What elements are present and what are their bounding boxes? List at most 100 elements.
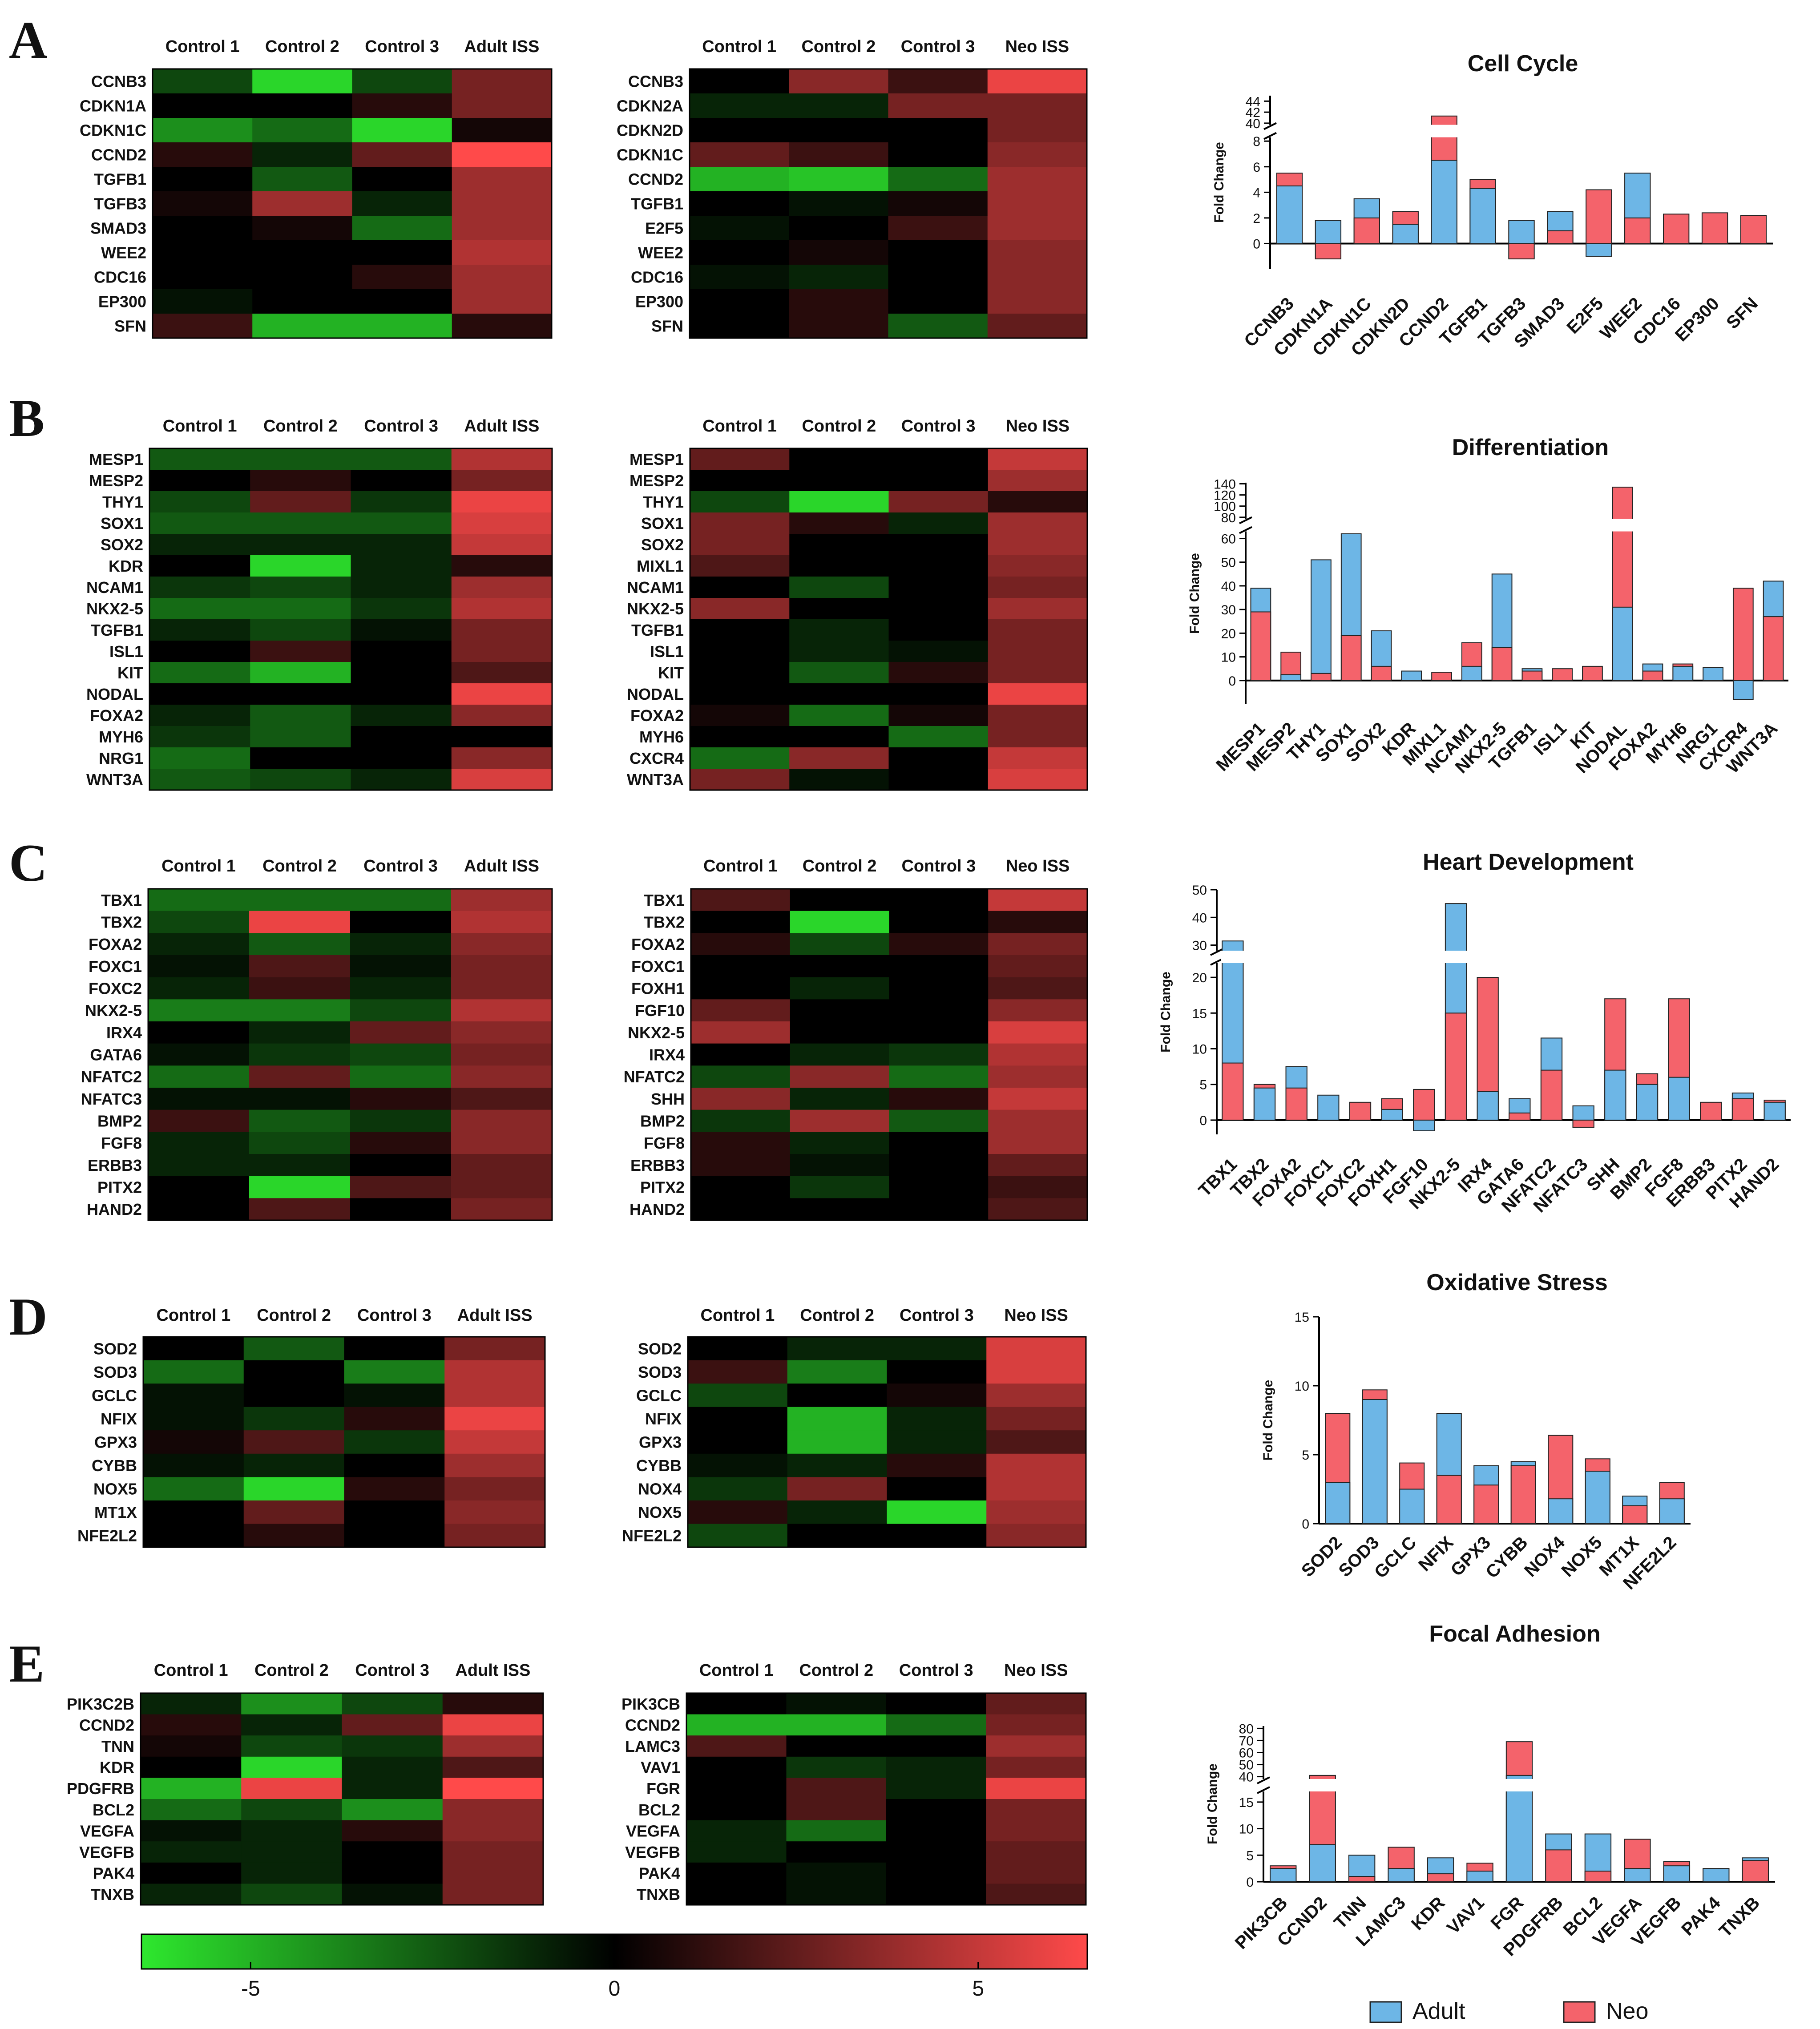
heatmap-cell [790, 955, 890, 978]
heatmap-cell [690, 191, 789, 216]
heatmap-cell [241, 1841, 343, 1863]
y-tick-label: 15 [1192, 1006, 1207, 1021]
heatmap-cell [691, 977, 791, 1000]
x-tick-label: ISL1 [1530, 718, 1570, 759]
heatmap-cell [786, 1778, 887, 1799]
colorbar-tick-label: -5 [241, 1977, 260, 2001]
x-tick-label: VAV1 [1443, 1893, 1488, 1938]
heatmap-cell [691, 1176, 791, 1198]
heatmap-C-neo: Control 1 Control 2 Control 3 Neo ISS TBX1 TB… [624, 857, 1088, 1221]
heatmap-column-label: Control 1 [161, 857, 236, 875]
heatmap-cell [148, 999, 250, 1022]
heatmap-cell [451, 999, 553, 1022]
heatmap-cell [888, 289, 988, 314]
heatmap-cell [143, 1384, 244, 1408]
bar-adult-fgf8 [1668, 1077, 1690, 1121]
heatmap-cell [451, 1065, 553, 1088]
heatmap-cell [153, 118, 253, 143]
axis-break-mark [1263, 132, 1277, 140]
heatmap-cell [344, 1453, 445, 1477]
heatmap-cell [688, 1524, 788, 1548]
heatmap-cell [442, 1714, 544, 1736]
heatmap-row-label: CXCR4 [630, 749, 684, 767]
heatmap-cell [886, 1862, 987, 1884]
heatmap-row-label: SOD3 [93, 1363, 137, 1381]
heatmap-row-label: CDKN1A [80, 97, 146, 115]
y-tick-label: 40 [1192, 911, 1207, 925]
heatmap-cell [888, 683, 989, 705]
heatmap-cell [442, 1841, 544, 1863]
heatmap-row-label: IRX4 [106, 1024, 142, 1042]
y-tick-label: 50 [1221, 556, 1236, 570]
heatmap-cell [691, 1043, 791, 1066]
panel-letter-D: D [9, 1287, 48, 1346]
bar-neo-gata6 [1509, 1112, 1531, 1121]
heatmap-column-label: Adult ISS [464, 37, 539, 56]
heatmap-cell [451, 1132, 553, 1154]
heatmap-row-label: SOD2 [638, 1339, 682, 1358]
y-tick-label: 8 [1253, 134, 1260, 149]
bar-neo-sox2 [1371, 666, 1392, 681]
axis-break-mark [1239, 516, 1252, 524]
heatmap-cell [149, 705, 250, 726]
heatmap-row-label: WNT3A [627, 770, 684, 789]
heatmap-column-label: Control 1 [165, 37, 240, 56]
heatmap-column-label: Control 3 [355, 1661, 429, 1680]
heatmap-cell [690, 142, 789, 167]
heatmap-cell [344, 1360, 445, 1384]
heatmap-cell [252, 118, 353, 143]
heatmap-cell [452, 167, 552, 192]
heatmap-cell [143, 1430, 244, 1454]
heatmap-cell [451, 555, 553, 577]
heatmap-cell [690, 118, 789, 143]
y-tick-label: 80 [1221, 511, 1236, 525]
heatmap-column-label: Neo ISS [1006, 857, 1070, 875]
heatmap-cell [451, 662, 553, 684]
bar-neo-sfn [1740, 215, 1767, 244]
heatmap-cell [143, 1360, 244, 1384]
y-tick-label: 0 [1228, 674, 1236, 689]
heatmap-cell [888, 598, 989, 620]
heatmap-cell [141, 1778, 242, 1799]
heatmap-cell [149, 491, 250, 513]
heatmap-cell [352, 216, 452, 241]
bar-neo-tgfb1 [1521, 670, 1543, 681]
heatmap-cell [988, 1065, 1088, 1088]
heatmap-cell [787, 1384, 888, 1408]
heatmap-cell [988, 619, 1088, 641]
heatmap-row-label: FOXA2 [631, 935, 685, 953]
heatmap-cell [988, 1154, 1088, 1177]
heatmap-cell [350, 1109, 452, 1132]
heatmap-row-label: MYH6 [99, 728, 143, 746]
heatmap-row-label: HAND2 [630, 1200, 685, 1218]
heatmap-cell [143, 1524, 244, 1548]
heatmap-cell [350, 933, 452, 956]
heatmap-cell [444, 1477, 545, 1501]
heatmap-cell [342, 1693, 443, 1715]
heatmap-cell [442, 1862, 544, 1884]
heatmap-cell [889, 955, 989, 978]
heatmap-cell [690, 240, 789, 265]
heatmap-cell [153, 69, 253, 94]
heatmap-cell [249, 889, 351, 912]
heatmap-cell [789, 470, 889, 492]
heatmap-cell [149, 769, 250, 791]
heatmap-cell [790, 1088, 890, 1110]
heatmap-column-label: Control 1 [163, 417, 237, 436]
bar-adult-sod2 [1325, 1482, 1351, 1524]
heatmap-cell [141, 1693, 242, 1715]
heatmap-cell [350, 911, 452, 933]
heatmap-cell [243, 1477, 345, 1501]
heatmap-cell [986, 1714, 1086, 1736]
heatmap-row-label: ISL1 [109, 642, 143, 661]
heatmap-cell [249, 1154, 351, 1177]
heatmap-cell [688, 1337, 788, 1361]
heatmap-frame [149, 448, 553, 791]
heatmap-cell [352, 118, 452, 143]
heatmap-cell [691, 911, 791, 933]
heatmap-cell [241, 1820, 343, 1842]
heatmap-cell [143, 1453, 244, 1477]
bar-neo-isl1 [1552, 668, 1573, 681]
heatmap-row-label: NFE2L2 [622, 1527, 682, 1545]
bar-neo-nfatc2 [1540, 1069, 1563, 1121]
